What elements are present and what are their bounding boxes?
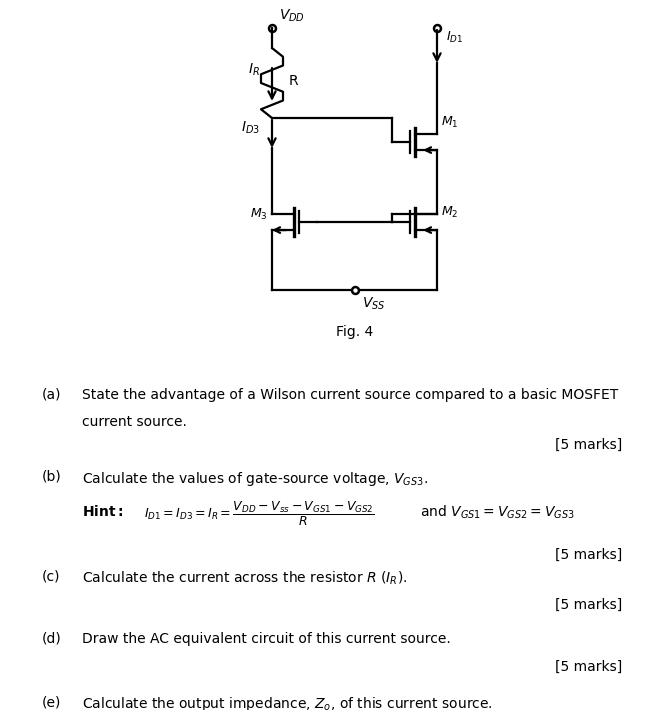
Text: [5 marks]: [5 marks] (555, 548, 622, 562)
Text: Calculate the output impedance, $Z_o$, of this current source.: Calculate the output impedance, $Z_o$, o… (82, 695, 493, 710)
Text: (c): (c) (42, 570, 60, 584)
Text: $M_2$: $M_2$ (441, 204, 459, 219)
Text: [5 marks]: [5 marks] (555, 598, 622, 612)
Text: $M_1$: $M_1$ (441, 115, 459, 130)
Text: $M_3$: $M_3$ (250, 207, 268, 222)
Text: Draw the AC equivalent circuit of this current source.: Draw the AC equivalent circuit of this c… (82, 632, 451, 646)
Text: Calculate the current across the resistor $R$ ($I_R$).: Calculate the current across the resisto… (82, 570, 407, 587)
Text: (e): (e) (42, 695, 61, 709)
Text: (d): (d) (42, 632, 62, 646)
Text: [5 marks]: [5 marks] (555, 438, 622, 452)
Text: $\mathbf{Hint:}$: $\mathbf{Hint:}$ (82, 504, 124, 519)
Text: State the advantage of a Wilson current source compared to a basic MOSFET: State the advantage of a Wilson current … (82, 388, 618, 402)
Text: (b): (b) (42, 470, 62, 484)
Text: $I_{D3}$: $I_{D3}$ (241, 120, 260, 136)
Text: $I_{D1}$: $I_{D1}$ (446, 29, 463, 45)
Text: (a): (a) (42, 388, 62, 402)
Text: [5 marks]: [5 marks] (555, 660, 622, 674)
Text: Fig. 4: Fig. 4 (336, 325, 373, 339)
Text: and $V_{GS1} = V_{GS2} = V_{GS3}$: and $V_{GS1} = V_{GS2} = V_{GS3}$ (420, 504, 575, 521)
Text: Calculate the values of gate-source voltage, $V_{GS3}$.: Calculate the values of gate-source volt… (82, 470, 428, 488)
Text: $I_R$: $I_R$ (248, 62, 260, 78)
Text: $V_{DD}$: $V_{DD}$ (279, 8, 305, 24)
Text: $I_{D1} = I_{D3} = I_R = \dfrac{V_{DD}-V_{ss}-V_{GS1}-V_{GS2}}{R}$: $I_{D1} = I_{D3} = I_R = \dfrac{V_{DD}-V… (144, 500, 375, 528)
Text: $V_{SS}$: $V_{SS}$ (361, 296, 385, 312)
Text: R: R (289, 74, 299, 88)
Text: current source.: current source. (82, 415, 187, 429)
